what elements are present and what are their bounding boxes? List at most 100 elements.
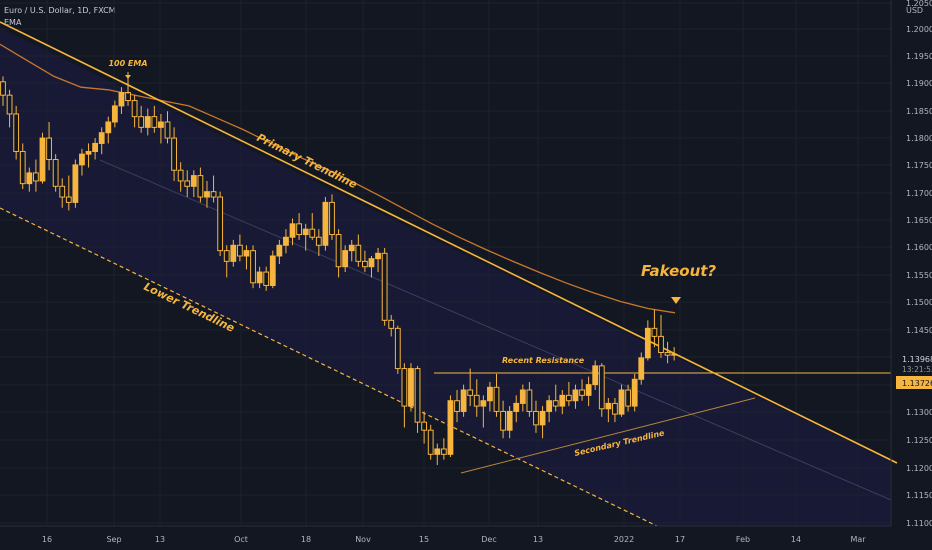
candle [631,373,638,412]
candle [118,87,125,114]
ema-annotation-arrow [125,75,131,79]
x-tick-label: Mar [850,535,866,544]
x-tick-label: 2022 [614,535,634,544]
candle [612,398,618,423]
candle [480,395,487,428]
candle [526,381,533,417]
ema-path [0,43,676,314]
candle [362,250,368,273]
candle [414,365,421,433]
candle [533,400,539,433]
candle [269,250,276,289]
price-axis[interactable]: 1.20500 1.20000 1.19500 1.19000 1.18500 1.180… [890,0,932,528]
candle [618,384,625,417]
candle [184,170,191,198]
candle [158,113,164,144]
candle [454,389,460,423]
y-tick-label: 1.18500 [906,107,932,116]
candle [171,127,177,181]
candle [335,229,342,278]
x-tick-label: Sep [106,535,121,544]
candle [322,197,329,251]
indicator-label: EMA [4,18,22,27]
candle [276,239,283,265]
candle [546,395,553,423]
candle [33,159,39,192]
candle [375,247,381,273]
candle [539,406,546,439]
candle [177,162,184,192]
candle [342,245,349,273]
candle [605,398,612,423]
candle [131,95,138,128]
candle [230,239,237,267]
x-tick-label: Oct [234,535,248,544]
candles [0,76,678,466]
candle [0,76,6,106]
candle [638,352,645,385]
candle [236,234,243,262]
candle [204,180,210,208]
candle [513,395,520,423]
candle [79,148,85,176]
candle [263,266,270,291]
x-tick-label: Nov [355,535,371,544]
candle [92,138,99,160]
candle [144,108,151,136]
secondary-trendline [460,397,756,474]
candle [46,121,52,171]
fakeout-arrow [671,297,681,304]
x-tick-label: 14 [791,535,801,544]
y-tick-label: 1.12500 [906,436,932,445]
candle [625,384,632,412]
candle [65,175,72,211]
candle [39,132,46,184]
candle [289,218,296,246]
candle [52,154,59,192]
lower-trendline [0,207,658,527]
candle [348,239,355,262]
candle [6,89,13,128]
candle [302,223,309,251]
candle [493,373,500,417]
candle [592,360,599,390]
candle [506,406,513,439]
candle [355,234,362,267]
candle [329,194,335,240]
candle [388,314,395,337]
candle [467,368,474,407]
candle [579,379,585,401]
candle [217,191,224,256]
x-tick-label: 13 [533,535,543,544]
candle [552,384,559,412]
primary-trendline [0,21,898,464]
time-axis[interactable]: 16 Sep 13 Oct 18 Nov 15 Dec 13 2022 17 Feb 14 Mar [0,525,891,544]
candle [105,116,112,144]
candle [585,376,592,407]
candle [651,309,658,348]
candle [309,213,316,240]
candle [559,389,566,415]
candle [664,341,671,364]
x-tick-label: Dec [481,535,496,544]
y-tick-label: 1.13000 [906,408,932,417]
candle [598,363,605,417]
y-tick-label: 1.14500 [906,326,932,335]
ema-100-annotation: 100 EMA [108,59,147,68]
last-price-label: 1.13968 [902,355,932,364]
y-tick-label: 1.20000 [906,25,932,34]
y-tick-label: 1.16500 [906,216,932,225]
trendlines [0,21,898,527]
candle [487,381,493,412]
candle [296,213,303,240]
candle [13,105,20,160]
candle [72,159,79,208]
y-tick-label: 1.12000 [906,464,932,473]
candle [381,247,388,326]
candle [256,266,263,289]
candle [19,143,26,189]
candle [26,167,33,192]
grid [0,0,891,526]
recent-resistance-label: Recent Resistance [502,356,585,365]
